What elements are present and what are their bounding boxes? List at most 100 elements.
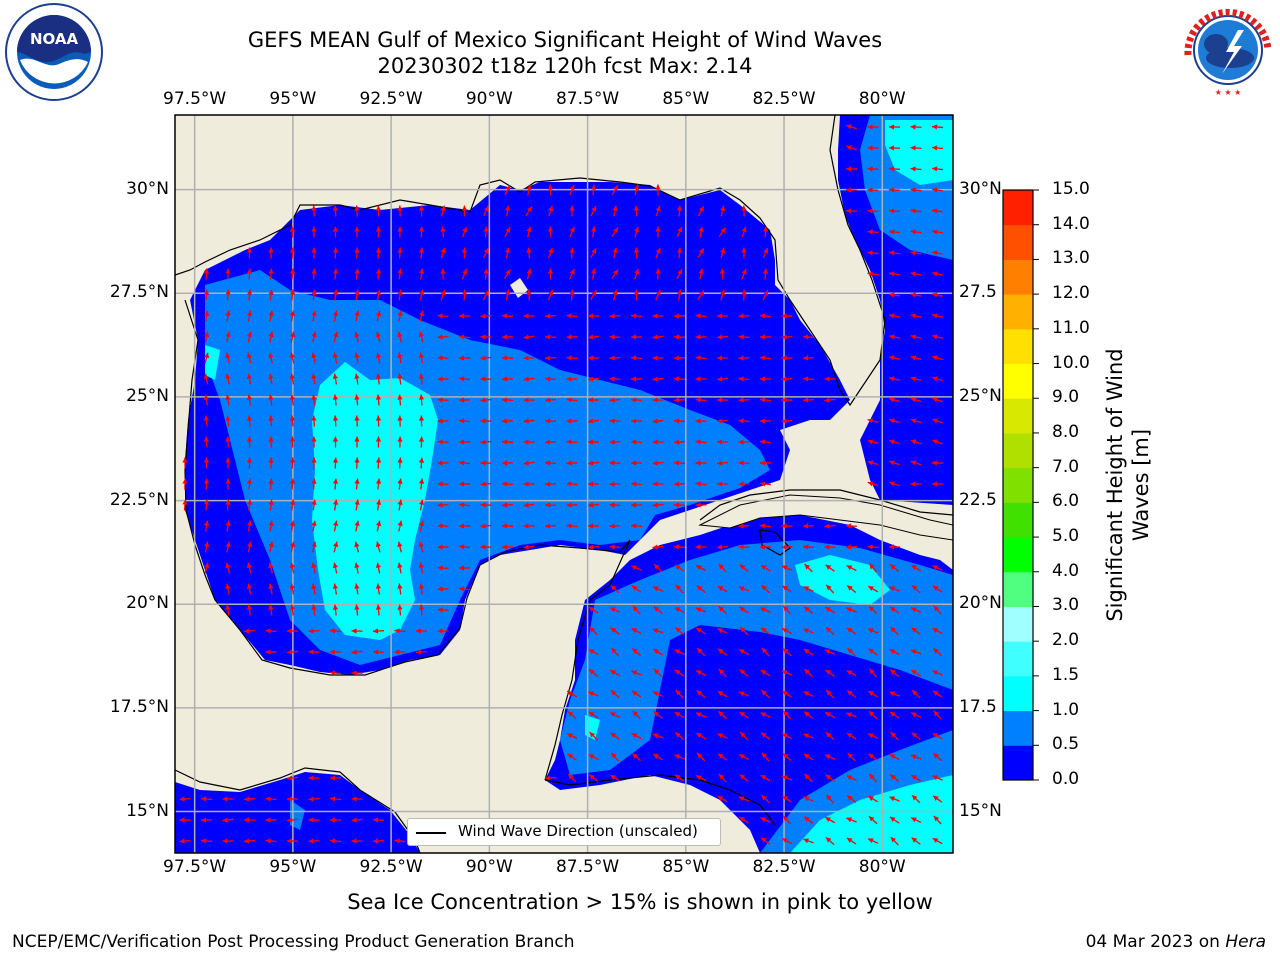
wave-arrow	[673, 502, 686, 508]
wave-arrow	[265, 817, 277, 823]
wave-arrow	[888, 271, 901, 277]
wave-arrow-head	[354, 499, 360, 505]
wave-arrow	[587, 523, 600, 529]
wave-arrow	[268, 583, 274, 595]
colorbar-label: Significant Height of Wind Waves [m]	[1103, 348, 1153, 622]
wave-arrow	[932, 439, 943, 445]
wave-arrow-head	[244, 796, 250, 802]
wave-arrow	[760, 712, 771, 718]
wave-arrow	[376, 499, 382, 511]
wave-arrow-head	[201, 796, 207, 802]
wave-arrow-head	[332, 457, 339, 463]
wave-arrow	[544, 334, 557, 340]
wave-arrow	[418, 583, 425, 595]
wave-arrow	[932, 355, 943, 361]
wave-arrow	[911, 689, 921, 699]
wave-arrow	[738, 397, 750, 403]
wave-arrow-head	[502, 376, 508, 382]
wave-arrow-head	[760, 817, 767, 823]
wave-arrow-head	[461, 205, 468, 211]
wave-arrow	[523, 418, 535, 424]
wave-arrow-head	[462, 268, 468, 275]
wave-arrow	[505, 205, 511, 217]
wave-arrow	[418, 562, 424, 574]
wave-arrow	[480, 355, 492, 361]
wave-arrow	[566, 439, 578, 445]
wave-arrow-head	[461, 247, 468, 253]
wave-arrow	[440, 289, 446, 301]
wave-arrow	[437, 313, 449, 319]
wave-arrow	[289, 604, 296, 616]
wave-arrow	[782, 752, 792, 762]
wave-arrow-head	[373, 817, 379, 823]
wave-arrow	[720, 205, 726, 217]
wave-arrow	[286, 796, 299, 802]
wave-arrow-head	[354, 436, 360, 442]
wave-arrow-head	[330, 775, 336, 781]
wave-arrow-head	[354, 520, 360, 527]
wave-arrow-head	[739, 606, 746, 612]
wave-arrow	[204, 520, 210, 532]
wave-arrow	[437, 418, 449, 424]
wave-arrow-head	[674, 376, 680, 382]
wave-arrow	[717, 753, 728, 761]
wave-arrow-head	[803, 796, 810, 802]
wave-arrow	[759, 523, 772, 529]
wave-arrow-head	[225, 604, 231, 610]
wave-arrow	[718, 563, 727, 573]
wave-arrow	[845, 544, 858, 550]
wave-arrow-head	[225, 373, 231, 380]
wave-arrow	[332, 394, 339, 406]
wave-arrow	[587, 334, 600, 340]
wave-arrow	[204, 310, 210, 322]
wave-arrow-head	[397, 289, 403, 295]
wave-arrow-head	[290, 331, 296, 338]
wave-arrow	[867, 187, 879, 193]
wave-arrow-head	[246, 499, 253, 505]
wave-arrow	[612, 205, 618, 217]
wave-arrow-head	[803, 754, 810, 759]
wave-arrow-head	[203, 415, 210, 421]
wave-arrow-head	[738, 586, 745, 592]
wave-arrow	[375, 415, 382, 427]
wave-arrow-head	[547, 184, 554, 190]
wave-arrow-head	[311, 268, 317, 274]
wave-arrow-head	[609, 397, 615, 403]
lon-label-top: 92.5°W	[359, 89, 423, 109]
wave-arrow	[867, 439, 879, 445]
wave-arrow-head	[740, 732, 746, 738]
wave-arrow	[738, 691, 750, 697]
wave-arrow-head	[867, 166, 873, 172]
wave-arrow	[332, 268, 339, 280]
wave-arrow	[825, 731, 835, 741]
wave-arrow	[717, 585, 728, 593]
colorbar-tick-label: 0.5	[1052, 734, 1080, 755]
wave-arrow-head	[739, 711, 746, 717]
lat-label-right: 17.5	[959, 696, 997, 717]
wave-arrow-head	[824, 397, 830, 403]
wave-arrow-head	[803, 376, 809, 382]
wave-arrow-head	[308, 817, 314, 823]
lon-label-bottom: 97.5°W	[163, 857, 227, 877]
wave-arrow-head	[332, 352, 338, 359]
wave-arrow-head	[868, 816, 875, 822]
wave-arrow-head	[674, 481, 680, 487]
wave-arrow-head	[418, 352, 424, 358]
wave-arrow-head	[523, 502, 529, 508]
wave-arrow	[329, 796, 342, 802]
wave-arrow-head	[588, 460, 594, 466]
wave-arrow-head	[351, 796, 357, 802]
wave-arrow-head	[375, 394, 382, 400]
wave-arrow-head	[418, 268, 425, 274]
wave-arrow-head	[440, 205, 446, 212]
wave-arrow-head	[588, 754, 595, 760]
wave-arrow-head	[695, 397, 701, 403]
wave-arrow	[437, 439, 449, 445]
wave-arrow	[609, 523, 621, 529]
wave-arrow-head	[502, 544, 508, 550]
wave-arrow-head	[289, 583, 295, 589]
wave-arrow-head	[247, 520, 253, 526]
wave-arrow-head	[676, 205, 683, 211]
wave-arrow-head	[846, 837, 853, 843]
wave-arrow-head	[781, 775, 788, 781]
